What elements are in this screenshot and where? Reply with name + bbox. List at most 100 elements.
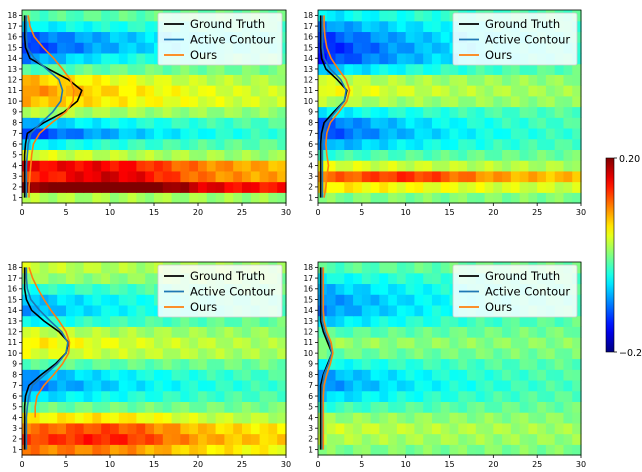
heatmap-cell xyxy=(154,160,164,172)
heatmap-cell xyxy=(83,192,93,204)
heatmap-cell xyxy=(215,315,225,327)
heatmap-cell xyxy=(127,304,137,317)
heatmap-cell xyxy=(110,390,120,402)
heatmap-cell xyxy=(127,181,137,193)
heatmap-cell xyxy=(528,379,538,392)
heatmap-cell xyxy=(145,192,155,204)
heatmap-cell xyxy=(414,379,424,392)
heatmap-cell xyxy=(493,390,503,402)
heatmap-cell xyxy=(66,444,76,456)
heatmap-cell xyxy=(414,294,424,306)
heatmap-cell xyxy=(242,433,252,445)
heatmap-cell xyxy=(110,10,120,22)
heatmap-cell xyxy=(30,149,41,161)
heatmap-cell xyxy=(74,160,85,172)
heatmap-cell xyxy=(405,106,416,118)
heatmap-cell xyxy=(388,283,398,295)
heatmap-cell xyxy=(361,358,372,370)
heatmap-cell xyxy=(136,326,146,338)
heatmap-cell xyxy=(154,95,164,108)
heatmap-cell xyxy=(326,20,337,33)
heatmap-cell xyxy=(215,347,225,360)
heatmap-cell xyxy=(502,337,512,349)
heatmap-cell xyxy=(545,444,556,456)
heatmap-cell xyxy=(57,149,67,161)
heatmap-cell xyxy=(528,95,538,108)
heatmap-cell xyxy=(215,149,225,161)
heatmap-cell xyxy=(206,117,217,129)
heatmap-cell xyxy=(361,294,372,306)
active-contour-line xyxy=(321,267,333,450)
heatmap-cell xyxy=(154,379,164,392)
legend-label: Ground Truth xyxy=(485,269,560,283)
heatmap-cell xyxy=(484,422,494,435)
heatmap-cell xyxy=(198,379,208,392)
heatmap-cell xyxy=(396,412,407,424)
heatmap-cell xyxy=(563,160,573,172)
heatmap-cell xyxy=(30,85,41,97)
y-tick-label: 4 xyxy=(308,413,313,422)
heatmap-cell xyxy=(198,106,208,118)
x-tick-label: 25 xyxy=(237,460,247,469)
x-tick-label: 30 xyxy=(576,208,586,217)
heatmap-cell xyxy=(440,160,451,172)
heatmap-cell xyxy=(101,20,111,33)
heatmap-cell xyxy=(563,347,573,360)
heatmap-cell xyxy=(92,444,102,456)
heatmap-cell xyxy=(118,149,129,161)
heatmap-cell xyxy=(74,294,85,306)
heatmap-cell xyxy=(484,85,494,97)
heatmap-cell xyxy=(101,369,111,381)
heatmap-cell xyxy=(440,117,451,129)
heatmap-cell xyxy=(162,138,173,150)
y-tick-label: 16 xyxy=(303,33,313,42)
heatmap-cell xyxy=(572,170,582,183)
heatmap-cell xyxy=(440,52,451,65)
heatmap-cell xyxy=(449,149,459,161)
heatmap-cell xyxy=(74,127,85,140)
heatmap-cell xyxy=(414,412,424,424)
heatmap-cell xyxy=(335,20,345,33)
heatmap-cell xyxy=(215,358,225,370)
heatmap-cell xyxy=(57,42,67,54)
heatmap-cell xyxy=(475,138,486,150)
heatmap-cell xyxy=(136,444,146,456)
y-tick-label: 14 xyxy=(7,306,17,315)
heatmap-cell xyxy=(224,127,234,140)
heatmap-cell xyxy=(206,170,217,183)
heatmap-cell xyxy=(423,444,433,456)
heatmap-cell xyxy=(510,85,521,97)
heatmap-cell xyxy=(396,117,407,129)
heatmap-cell xyxy=(83,10,93,22)
heatmap-cell xyxy=(277,138,287,150)
heatmap-cell xyxy=(502,379,512,392)
heatmap-cell xyxy=(545,326,556,338)
heatmap-cell xyxy=(396,20,407,33)
heatmap-cell xyxy=(414,63,424,75)
heatmap-cell xyxy=(475,117,486,129)
heatmap-cell xyxy=(528,347,538,360)
heatmap-cell xyxy=(554,192,565,204)
ours-line xyxy=(322,267,334,450)
heatmap-cell xyxy=(154,315,164,327)
heatmap-cell xyxy=(83,315,93,327)
heatmap-cell xyxy=(405,160,416,172)
heatmap-cell xyxy=(510,138,521,150)
heatmap-cell xyxy=(74,347,85,360)
heatmap-cell xyxy=(101,10,111,22)
heatmap-cell xyxy=(198,390,208,402)
heatmap-cell xyxy=(83,85,93,97)
heatmap-cell xyxy=(215,433,225,445)
heatmap-cell xyxy=(519,369,529,381)
heatmap-cell xyxy=(259,369,269,381)
heatmap-cell xyxy=(198,315,208,327)
heatmap-cell xyxy=(510,358,521,370)
heatmap-cell xyxy=(396,315,407,327)
heatmap-cell xyxy=(440,106,451,118)
heatmap-cell xyxy=(449,181,459,193)
heatmap-cell xyxy=(66,326,76,338)
heatmap-cell xyxy=(198,138,208,150)
heatmap-cell xyxy=(136,294,146,306)
heatmap-cell xyxy=(154,358,164,370)
y-tick-label: 17 xyxy=(7,22,17,31)
